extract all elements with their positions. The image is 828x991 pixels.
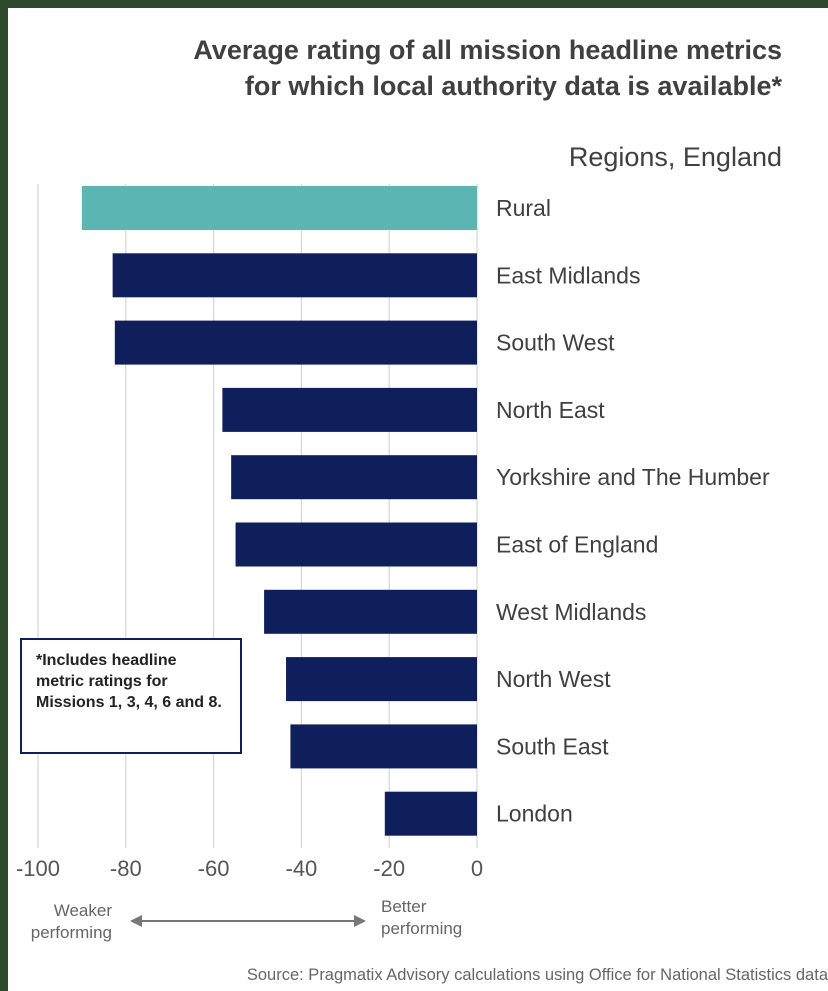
weaker-performing-label: Weaker performing [30, 901, 112, 942]
bar [264, 589, 477, 634]
better-performing-label: Better performing [381, 897, 463, 938]
bar [231, 455, 477, 500]
category-label: East of England [496, 532, 658, 558]
bar [81, 186, 478, 230]
category-label: Rural [496, 195, 551, 221]
bar [290, 724, 477, 769]
chart-card: Average rating of all mission headline m… [8, 8, 828, 991]
category-label: East Midlands [496, 262, 640, 288]
category-label: London [496, 801, 573, 827]
arrow-right-head [354, 915, 366, 927]
chart-title: Average rating of all mission headline m… [193, 35, 782, 101]
category-label: North East [496, 397, 605, 423]
bar [112, 253, 477, 298]
source-note: Source: Pragmatix Advisory calculations … [246, 966, 828, 984]
bar [222, 387, 477, 432]
x-tick-label: -20 [373, 856, 405, 881]
bar [235, 522, 477, 567]
x-tick-label: -40 [286, 856, 318, 881]
bar [114, 320, 477, 365]
chart-subtitle: Regions, England [568, 142, 782, 172]
x-tick-label: -80 [110, 856, 142, 881]
x-tick-labels: -100 -80 -60 -40 -20 0 [16, 856, 483, 881]
bars [81, 186, 478, 836]
x-tick-label: 0 [471, 856, 483, 881]
bar-chart: Rural East Midlands South West North East Yo… [16, 184, 770, 927]
bar [286, 657, 477, 702]
category-label: South East [496, 733, 609, 759]
category-label: Yorkshire and The Humber [496, 464, 770, 490]
category-label: North West [496, 666, 611, 692]
performance-arrow [130, 915, 366, 927]
category-label: South West [496, 330, 615, 356]
x-tick-label: -100 [16, 856, 60, 881]
category-labels: Rural East Midlands South West North East Yo… [496, 195, 770, 827]
footnote-box: *Includes headline metric ratings for Mi… [20, 638, 242, 754]
x-tick-label: -60 [198, 856, 230, 881]
arrow-left-head [130, 915, 142, 927]
bar [384, 791, 477, 836]
category-label: West Midlands [496, 599, 646, 625]
